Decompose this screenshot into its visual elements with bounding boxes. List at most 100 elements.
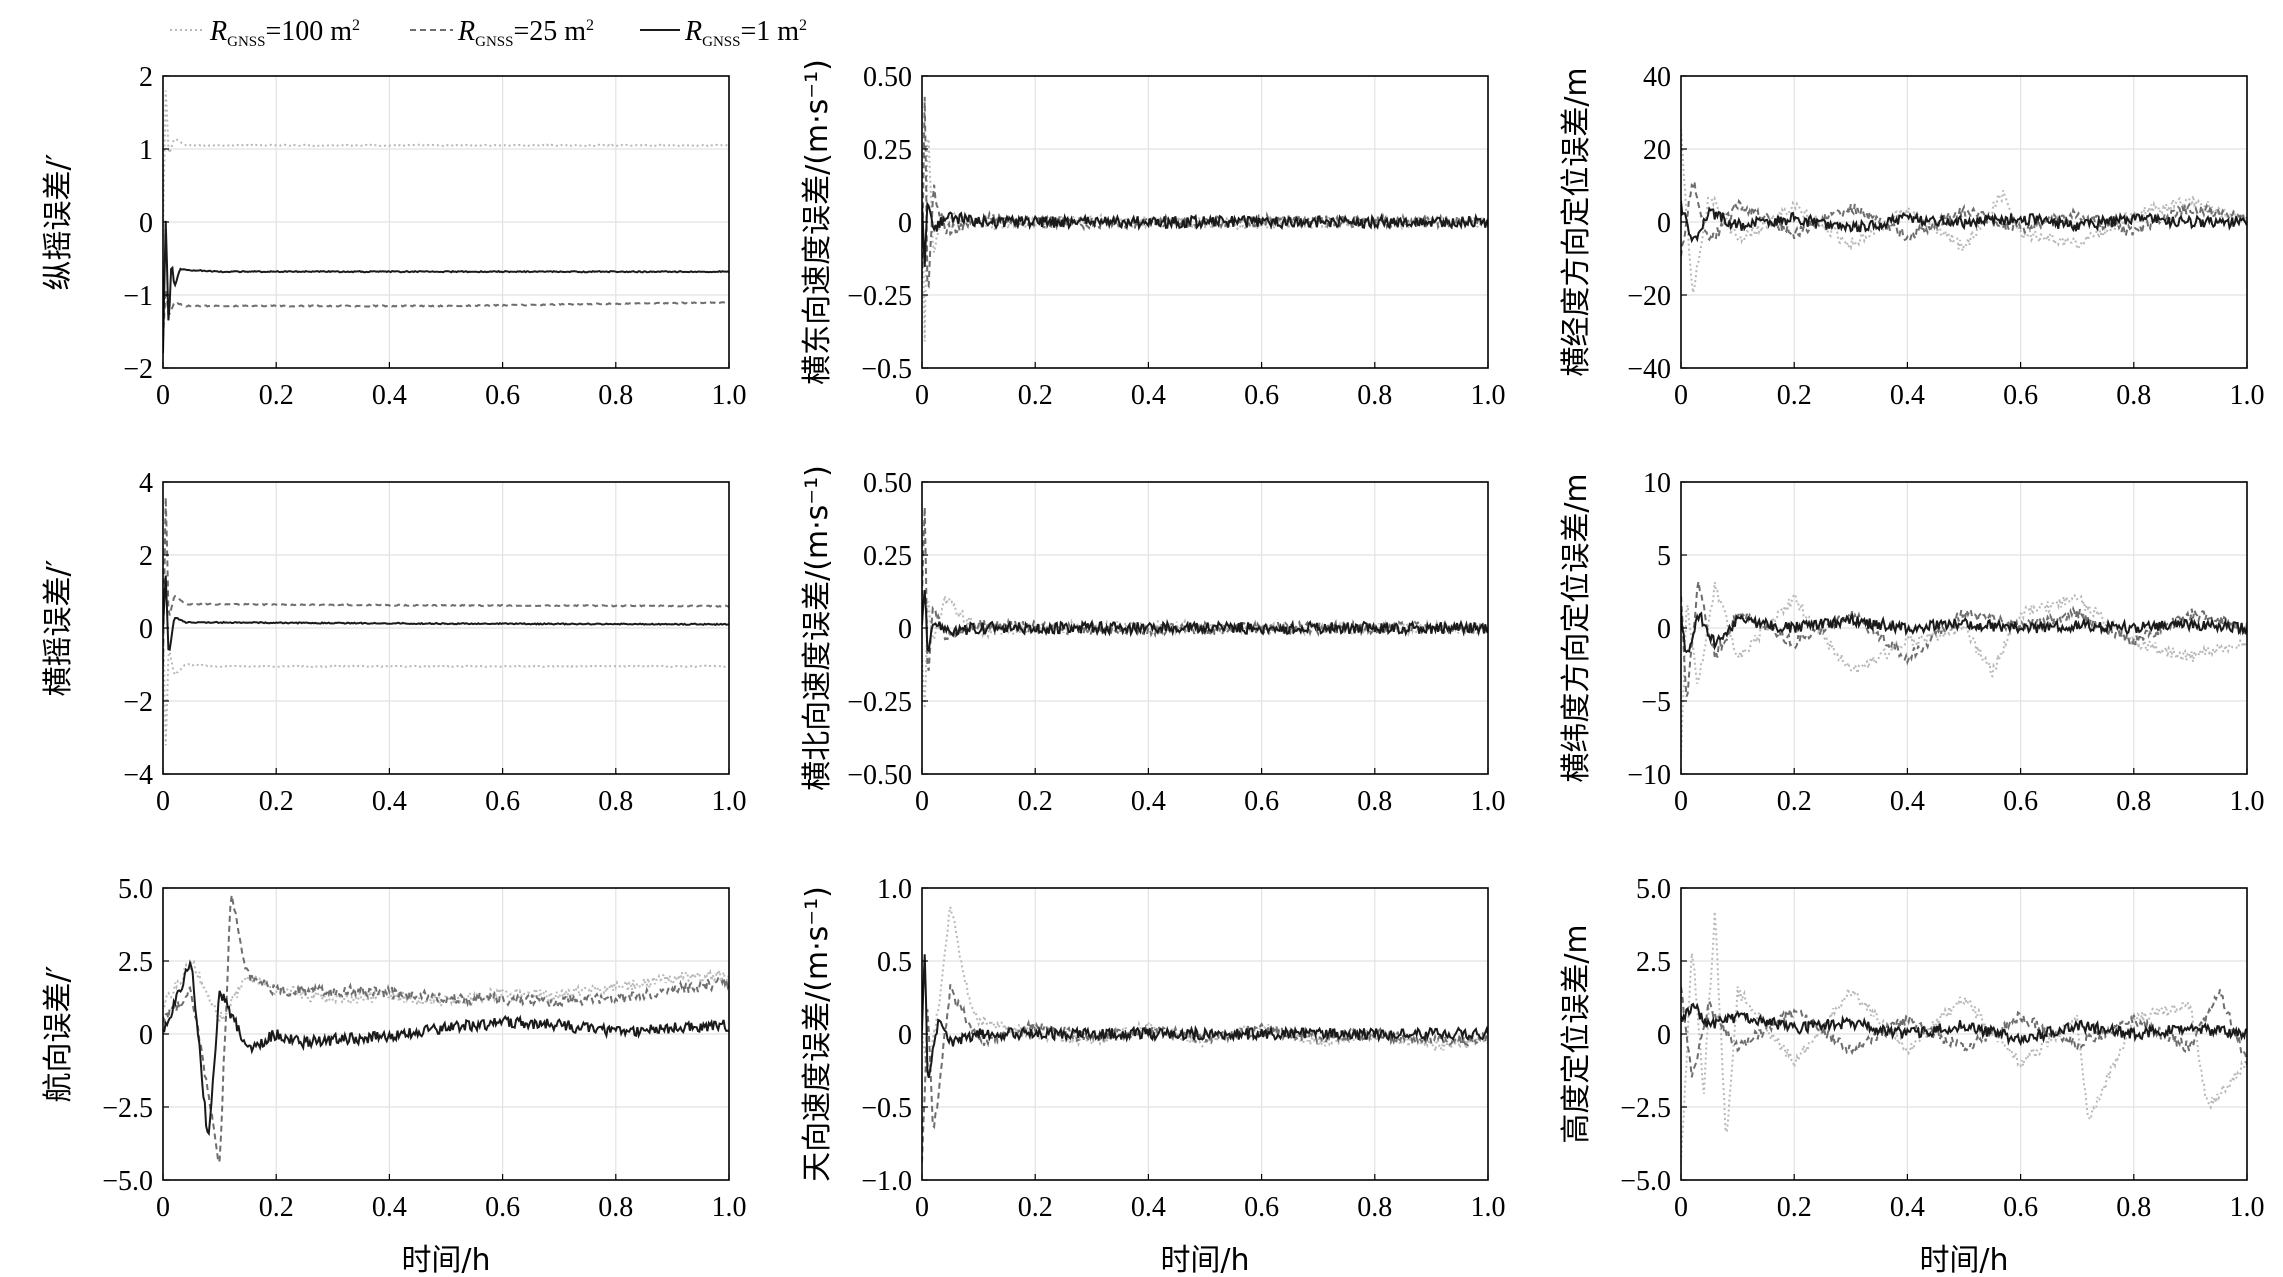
y-tick-label: −2 (123, 354, 153, 385)
x-tick-label: 0.8 (2116, 1192, 2151, 1223)
y-tick-label: 2.5 (118, 947, 153, 978)
x-tick-label: 0.2 (1777, 1192, 1812, 1223)
series-line (163, 90, 729, 237)
x-tick-label: 0.6 (1244, 786, 1279, 817)
x-tick-label: 0 (1674, 380, 1688, 411)
x-tick-label: 1.0 (1471, 1192, 1506, 1223)
y-tick-label: 0 (1657, 1020, 1671, 1051)
x-tick-label: 0 (915, 380, 929, 411)
x-tick-label: 0 (156, 380, 170, 411)
y-tick-label: −40 (1627, 354, 1671, 385)
legend-symbol: R (684, 16, 702, 47)
x-tick-label: 0.2 (1018, 786, 1053, 817)
series-line (1681, 201, 2247, 244)
y-tick-label: 5 (1657, 541, 1671, 572)
legend-superscript: 2 (799, 17, 807, 34)
series-line (1681, 610, 2247, 654)
x-tick-label: 0.2 (259, 786, 294, 817)
x-tick-label: 0 (156, 1192, 170, 1223)
x-tick-label: 0.8 (598, 380, 633, 411)
series-line (922, 984, 1488, 1163)
x-tick-label: 0.8 (598, 786, 633, 817)
legend-entry: RGNSS=25 m2 (410, 16, 594, 50)
series-line (163, 289, 729, 339)
legend-label: RGNSS=25 m2 (457, 16, 594, 50)
series-line (922, 200, 1488, 267)
y-axis-label: 横纬度方向定位误差/m (1559, 473, 1594, 782)
y-axis-label: 纵摇误差/′ (41, 153, 76, 290)
subplot: 0 0.2 0.4 0.6 0.8 1.0 0.50 0.25 0 −0.25 −0.5 横东向速度误… (800, 59, 1506, 411)
x-tick-label: 1.0 (712, 380, 747, 411)
y-axis-label: 高度定位误差/m (1559, 924, 1594, 1143)
y-tick-label: 0 (139, 1020, 153, 1051)
x-tick-label: 0.6 (1244, 1192, 1279, 1223)
y-tick-label: −4 (123, 760, 153, 791)
y-tick-label: 0.25 (863, 541, 912, 572)
y-tick-label: 0 (139, 614, 153, 645)
x-tick-label: 0.2 (259, 1192, 294, 1223)
series-line (922, 507, 1488, 671)
legend-subscript: GNSS (227, 34, 265, 50)
y-axis-label: 航向误差/′ (41, 965, 76, 1102)
y-tick-label: −0.5 (861, 1093, 912, 1124)
x-tick-label: 0.2 (1777, 380, 1812, 411)
x-tick-label: 0.4 (372, 380, 407, 411)
x-tick-label: 0.8 (598, 1192, 633, 1223)
x-axis-label: 时间/h (1160, 1243, 1249, 1277)
x-axis-label: 时间/h (1919, 1243, 2008, 1277)
x-tick-label: 0.6 (2003, 380, 2038, 411)
series-line (922, 96, 1488, 290)
series-line (1681, 911, 2247, 1163)
series-line (163, 497, 729, 665)
x-tick-label: 0.6 (2003, 1192, 2038, 1223)
subplot: 0 0.2 0.4 0.6 0.8 1.0 0.50 0.25 0 −0.25 −0.50 横北向速度… (800, 465, 1506, 817)
x-tick-label: 0 (156, 786, 170, 817)
y-tick-label: −0.5 (861, 354, 912, 385)
x-axis-label: 时间/h (401, 1243, 490, 1277)
x-tick-label: 0.4 (1890, 380, 1925, 411)
series-line (163, 959, 729, 1023)
x-tick-label: 0.6 (485, 786, 520, 817)
y-tick-label: −1 (123, 281, 153, 312)
legend-entry: RGNSS=100 m2 (170, 16, 360, 50)
x-tick-label: 0.8 (2116, 786, 2151, 817)
legend-value: =100 m (265, 16, 352, 47)
series-line (1681, 582, 2247, 758)
legend: RGNSS=100 m2 RGNSS=25 m2 RGNSS=1 m2 (170, 16, 807, 50)
x-tick-label: 0.4 (1890, 1192, 1925, 1223)
x-tick-label: 0 (915, 786, 929, 817)
y-tick-label: −5 (1641, 687, 1671, 718)
subplot: 0 0.2 0.4 0.6 0.8 1.0 5.0 2.5 0 −2.5 −5.0 航向误差/′ 时间/… (41, 874, 747, 1277)
x-tick-label: 0 (1674, 1192, 1688, 1223)
legend-entry: RGNSS=1 m2 (640, 16, 807, 50)
y-tick-label: 0.25 (863, 135, 912, 166)
y-tick-label: 2 (139, 541, 153, 572)
y-tick-label: −10 (1627, 760, 1671, 791)
series-line (922, 595, 1488, 709)
y-tick-label: 0 (898, 614, 912, 645)
subplot: 0 0.2 0.4 0.6 0.8 1.0 4 2 0 −2 −4 横摇误差/′ (41, 468, 747, 817)
y-tick-label: 0 (139, 208, 153, 239)
legend-label: RGNSS=1 m2 (684, 16, 807, 50)
x-tick-label: 0.6 (485, 380, 520, 411)
x-tick-label: 0.4 (372, 1192, 407, 1223)
legend-symbol: R (457, 16, 475, 47)
x-tick-label: 1.0 (1471, 786, 1506, 817)
subplot: 0 0.2 0.4 0.6 0.8 1.0 10 5 0 −5 −10 横纬度方向定位误差/m (1559, 468, 2265, 817)
subplot: 0 0.2 0.4 0.6 0.8 1.0 2 1 0 −1 −2 纵摇误差/′ (41, 62, 747, 411)
series-line (163, 959, 729, 1137)
x-tick-label: 1.0 (2230, 1192, 2265, 1223)
x-tick-label: 0.2 (1018, 380, 1053, 411)
y-tick-label: 2.5 (1636, 947, 1671, 978)
y-tick-label: 0 (898, 208, 912, 239)
series-line (163, 609, 729, 746)
y-axis-label: 横摇误差/′ (41, 559, 76, 696)
series-line (163, 220, 729, 354)
legend-symbol: R (209, 16, 227, 47)
y-tick-label: 5.0 (1636, 874, 1671, 905)
y-tick-label: 4 (139, 468, 153, 499)
subplot: 0 0.2 0.4 0.6 0.8 1.0 1.0 0.5 0 −0.5 −1.0 天向速度误差/(m… (800, 874, 1506, 1277)
y-tick-label: −0.25 (847, 281, 912, 312)
x-tick-label: 1.0 (2230, 786, 2265, 817)
